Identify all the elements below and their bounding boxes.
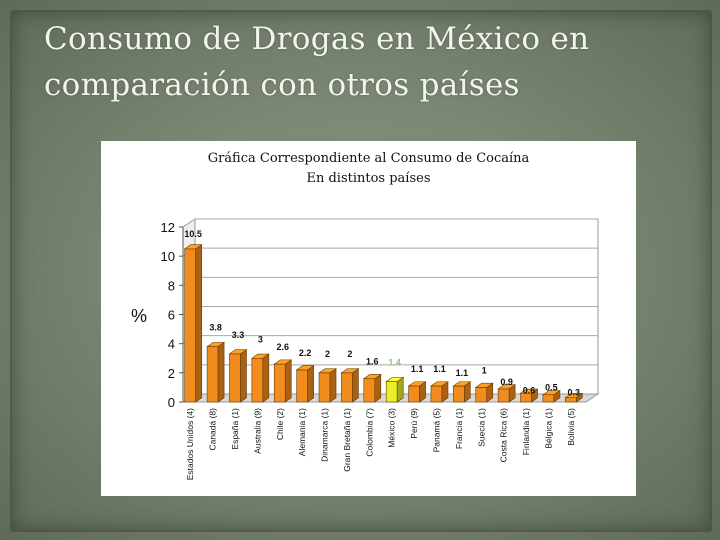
bar-side bbox=[262, 353, 270, 403]
slide-title-line-1: Consumo de Drogas en México en bbox=[44, 21, 590, 57]
bar bbox=[385, 381, 398, 403]
y-axis-label: % bbox=[131, 306, 147, 326]
bar-top bbox=[295, 365, 315, 371]
x-category-label: España (1) bbox=[230, 408, 240, 450]
bar-value-label: 0.6 bbox=[523, 385, 536, 395]
bar-value-label: 1.1 bbox=[456, 368, 469, 378]
bar-side bbox=[240, 349, 247, 403]
x-category-label: Estados Unidos (4) bbox=[185, 408, 195, 480]
bar bbox=[296, 369, 308, 403]
y-tick-label: 10 bbox=[161, 249, 175, 264]
x-category-label: Panamá (5) bbox=[431, 408, 441, 453]
bar-value-label: 0.5 bbox=[545, 383, 558, 393]
bar-top bbox=[206, 342, 226, 347]
x-category-label: Alemania (1) bbox=[297, 408, 307, 456]
bar bbox=[273, 363, 286, 403]
bar bbox=[565, 397, 577, 403]
bar bbox=[408, 385, 420, 403]
y-tick-label: 4 bbox=[168, 337, 175, 352]
bar-value-label: 0.3 bbox=[568, 388, 581, 398]
bar-top bbox=[318, 368, 337, 374]
bar bbox=[229, 353, 241, 403]
bar bbox=[453, 385, 465, 403]
x-category-label: Francia (1) bbox=[454, 408, 464, 449]
bar bbox=[251, 357, 264, 403]
bar-value-label: 1.1 bbox=[433, 364, 446, 374]
bar bbox=[430, 385, 443, 403]
bar bbox=[363, 378, 376, 403]
bar-value-label: 2.2 bbox=[299, 348, 312, 358]
bar-value-label: 3.3 bbox=[232, 330, 245, 340]
slide-frame bbox=[10, 10, 712, 532]
bar-value-label: 10.5 bbox=[184, 229, 202, 239]
x-category-label: Australia (9) bbox=[252, 408, 262, 454]
x-category-label: Finlandia (1) bbox=[521, 408, 531, 455]
x-category-label: Perú (9) bbox=[409, 408, 419, 439]
x-category-label: Chile (2) bbox=[275, 408, 285, 440]
bar-value-label: 1.1 bbox=[411, 364, 424, 374]
bar-side bbox=[374, 373, 382, 403]
chart-title: Gráfica Correspondiente al Consumo de Co… bbox=[207, 151, 530, 166]
bar bbox=[184, 248, 196, 403]
slide-title-line-2: comparación con otros países bbox=[44, 67, 520, 103]
chart-panel: Gráfica Correspondiente al Consumo de Co… bbox=[101, 141, 636, 496]
bar-side bbox=[284, 359, 292, 403]
bar-value-label: 2 bbox=[347, 349, 352, 359]
x-category-label: Dinamarca (1) bbox=[320, 408, 330, 462]
x-category-label: Bélgica (1) bbox=[543, 408, 553, 449]
bar-value-label: 1 bbox=[482, 365, 487, 375]
y-tick-label: 8 bbox=[168, 278, 175, 293]
bar-top bbox=[497, 384, 517, 390]
bar-side bbox=[329, 368, 337, 403]
bar-top bbox=[340, 368, 360, 374]
bar-value-label: 3 bbox=[258, 334, 263, 344]
bar bbox=[318, 372, 331, 403]
bar bbox=[341, 372, 353, 403]
x-category-label: Costa Rica (6) bbox=[499, 408, 509, 462]
bar-top bbox=[474, 382, 494, 388]
bar bbox=[497, 388, 510, 403]
y-tick-label: 2 bbox=[168, 366, 175, 381]
x-category-label: Gran Bretaña (1) bbox=[342, 408, 352, 472]
bar-value-label: 1.4 bbox=[388, 358, 401, 368]
slide-title: Consumo de Drogas en México en comparaci… bbox=[44, 16, 684, 108]
bar-top bbox=[407, 381, 427, 387]
bar-top bbox=[452, 381, 472, 387]
bar-top bbox=[362, 374, 382, 379]
x-category-label: Canadá (8) bbox=[208, 408, 218, 451]
bar-top bbox=[183, 244, 203, 250]
bar-side bbox=[195, 244, 202, 403]
bar-value-label: 0.9 bbox=[500, 377, 513, 387]
y-tick-label: 6 bbox=[168, 308, 175, 323]
bar-value-label: 2 bbox=[325, 349, 330, 359]
bar-side bbox=[217, 341, 225, 403]
y-tick-label: 12 bbox=[161, 220, 175, 235]
x-category-label: Bolivia (5) bbox=[566, 408, 576, 446]
y-tick-label: 0 bbox=[168, 395, 175, 410]
bar-top bbox=[430, 381, 449, 387]
chart-subtitle: En distintos países bbox=[306, 171, 431, 186]
bar-top bbox=[385, 377, 405, 382]
bar-top bbox=[564, 393, 584, 398]
bar-top bbox=[228, 349, 248, 355]
bar-top bbox=[273, 359, 293, 365]
bar-value-label: 1.6 bbox=[366, 357, 379, 367]
bar bbox=[206, 346, 219, 403]
bar-side bbox=[307, 365, 314, 403]
bar bbox=[542, 394, 555, 403]
bar-side bbox=[352, 368, 359, 403]
gridline-side bbox=[182, 218, 196, 228]
bar-value-label: 3.8 bbox=[209, 323, 222, 333]
x-category-label: Suecia (1) bbox=[476, 408, 486, 447]
bar-top bbox=[541, 390, 561, 396]
x-category-label: México (3) bbox=[387, 408, 397, 448]
bar-top bbox=[519, 388, 539, 394]
bar-top bbox=[250, 353, 270, 359]
x-category-label: Colombia (7) bbox=[364, 408, 374, 457]
bar bbox=[475, 387, 488, 403]
bar-value-label: 2.6 bbox=[276, 342, 289, 352]
